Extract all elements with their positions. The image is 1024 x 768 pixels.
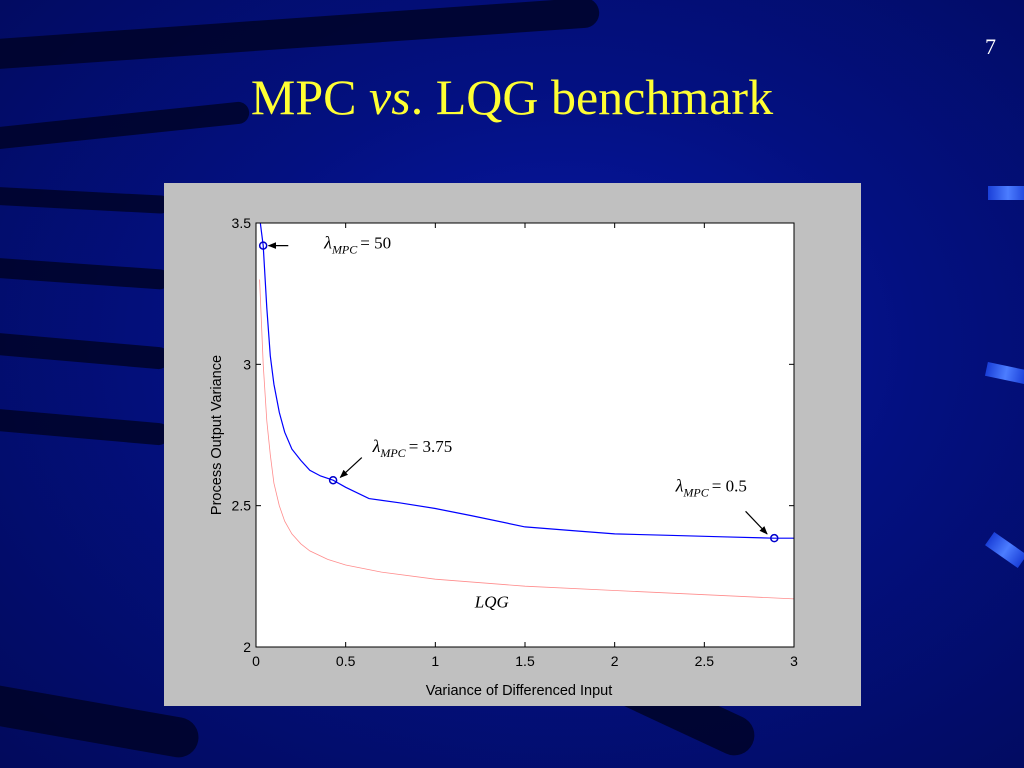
data-marker bbox=[258, 241, 268, 250]
ticks-layer: 0 0.5 1 1.5 2 2.5 3 2 2.5 3 3.5 bbox=[232, 215, 799, 669]
title-part2: . LQG benchmark bbox=[410, 69, 774, 125]
page-number: 7 bbox=[985, 34, 996, 59]
decor-stripe bbox=[0, 183, 171, 215]
x-tick-label: 1.5 bbox=[515, 653, 535, 669]
annotation-label: λMPC = 3.75 bbox=[372, 436, 453, 460]
x-tick-label: 2.5 bbox=[695, 653, 715, 669]
title-part1: MPC bbox=[250, 69, 370, 125]
decor-accent bbox=[985, 531, 1024, 569]
x-tick-label: 3 bbox=[790, 653, 798, 669]
y-tick-label: 2 bbox=[243, 639, 251, 655]
data-marker bbox=[328, 475, 338, 485]
decor-stripe bbox=[0, 328, 171, 370]
decor-accent bbox=[984, 361, 1024, 385]
annotation-arrow bbox=[745, 510, 768, 535]
mpc-curve bbox=[259, 223, 794, 539]
data-marker bbox=[770, 533, 779, 543]
annotation-label: λMPC = 0.5 bbox=[675, 476, 747, 500]
x-tick-label: 2 bbox=[611, 653, 619, 669]
decor-stripe bbox=[0, 254, 171, 290]
decor-stripe bbox=[0, 0, 601, 78]
chart: 0 0.5 1 1.5 2 2.5 3 2 2.5 3 3.5 λMPC = 50 λMPC = 3.75… bbox=[209, 215, 799, 699]
annotation-label: LQG bbox=[474, 592, 509, 611]
y-tick-label: 3.5 bbox=[232, 215, 252, 231]
y-axis-label: Process Output Variance bbox=[209, 355, 225, 515]
annotation-label: λMPC = 50 bbox=[323, 232, 391, 256]
figure-panel: 0 0.5 1 1.5 2 2.5 3 2 2.5 3 3.5 λMPC = 50 λMPC = 3.75… bbox=[164, 183, 861, 706]
x-tick-label: 0.5 bbox=[336, 653, 356, 669]
curves-layer bbox=[259, 223, 794, 600]
markers-layer bbox=[258, 241, 779, 543]
plot-area bbox=[256, 223, 794, 647]
decor-accent bbox=[988, 186, 1024, 200]
y-tick-label: 3 bbox=[243, 356, 251, 372]
slide-title: MPC vs. LQG benchmark bbox=[0, 68, 1024, 126]
annotations-layer: λMPC = 50 λMPC = 3.75 λMPC = 0.5 LQG bbox=[267, 232, 768, 611]
annotation-arrow bbox=[339, 457, 363, 478]
y-tick-label: 2.5 bbox=[232, 498, 252, 514]
x-tick-label: 1 bbox=[431, 653, 439, 669]
lqg-curve bbox=[259, 279, 794, 600]
decor-stripe bbox=[0, 404, 171, 446]
x-tick-label: 0 bbox=[252, 653, 260, 669]
x-axis-label: Variance of Differenced Input bbox=[426, 683, 612, 699]
title-italic: vs bbox=[369, 69, 411, 125]
